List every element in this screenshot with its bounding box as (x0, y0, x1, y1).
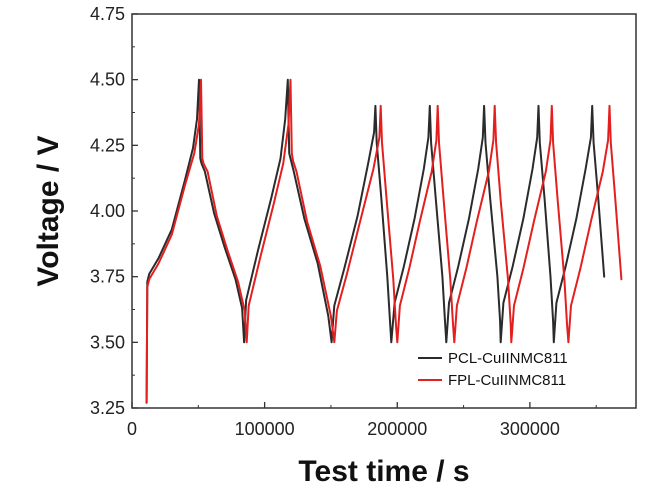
x-axis-title: Test time / s (298, 455, 469, 488)
y-tick-label: 4.50 (90, 70, 125, 90)
y-tick-label: 3.75 (90, 267, 125, 287)
y-axis-title: Voltage / V (32, 135, 65, 286)
y-tick-label: 3.50 (90, 332, 125, 352)
legend-label: PCL-CuIINMC811 (448, 350, 568, 367)
y-tick-label: 3.25 (90, 398, 125, 418)
x-tick-label: 200000 (367, 419, 427, 439)
axes-layer: 0 100000 200000 300000 3.25 3.50 3.75 4.00 4.25 4… (90, 4, 597, 439)
plot-area (131, 13, 637, 409)
x-tick-label: 100000 (235, 419, 295, 439)
y-tick-label: 4.00 (90, 201, 125, 221)
legend-label: FPL-CuIINMC811 (448, 372, 566, 389)
x-tick-label: 0 (127, 419, 137, 439)
x-tick-label: 300000 (500, 419, 560, 439)
series-line-fpl (145, 78, 623, 404)
series-line-pcl (145, 78, 606, 404)
y-tick-label: 4.25 (90, 135, 125, 155)
legend: PCL-CuIINMC811 FPL-CuIINMC811 (418, 350, 568, 389)
plot-frame (131, 13, 637, 409)
y-tick-label: 4.75 (90, 4, 125, 24)
series-layer (145, 78, 623, 404)
